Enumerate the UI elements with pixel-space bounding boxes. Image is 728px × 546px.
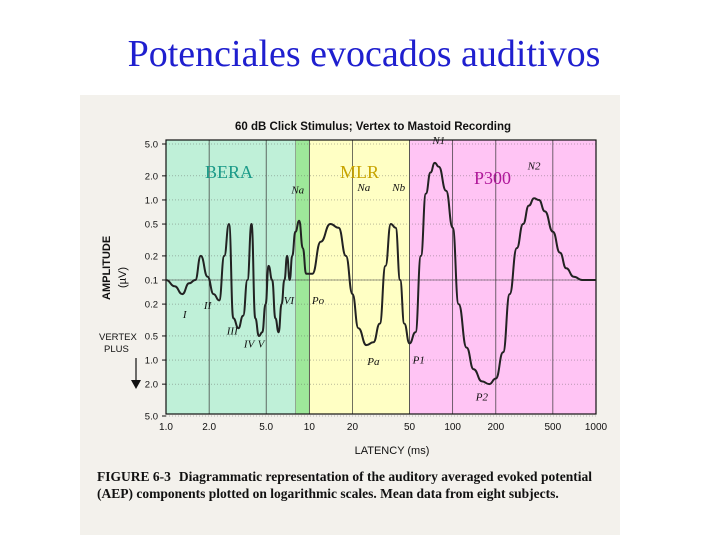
x-tick-label: 50 xyxy=(404,422,416,433)
polarity-arrow-head xyxy=(131,380,141,389)
y-axis-label: AMPLITUDE xyxy=(101,236,113,300)
peak-label: I xyxy=(182,309,188,321)
peak-label: Pa xyxy=(366,356,380,368)
trace-layer xyxy=(165,161,596,386)
peak-label: P1 xyxy=(412,354,425,366)
x-axis-label: LATENCY (ms) xyxy=(355,445,430,457)
figure-label: FIGURE 6-3 xyxy=(97,469,171,484)
peak-label: VI xyxy=(284,295,296,307)
region-label-p300: P300 xyxy=(474,168,511,188)
y-tick-label: 0.2 xyxy=(145,300,158,311)
y-axis-unit: (µV) xyxy=(117,267,129,288)
x-tick-label: 100 xyxy=(444,422,461,433)
y-tick-label: 5.0 xyxy=(145,140,158,151)
region-overlap xyxy=(295,139,310,415)
peak-label: N1 xyxy=(431,135,445,147)
slide-title: Potenciales evocados auditivos xyxy=(127,33,601,75)
peak-label: Na xyxy=(290,185,304,197)
x-tick-label: 1.0 xyxy=(159,422,173,433)
x-tick-label: 1000 xyxy=(585,422,608,433)
polarity-label-plus: PLUS xyxy=(104,344,129,355)
region-label-mlr: MLR xyxy=(340,162,379,182)
y-tick-label: 1.0 xyxy=(145,356,158,367)
peak-label: Nb xyxy=(391,182,405,194)
x-tick-label: 20 xyxy=(347,422,359,433)
aep-trace xyxy=(165,161,596,386)
y-tick-label: 0.1 xyxy=(145,276,158,287)
peak-label: P2 xyxy=(475,391,489,403)
y-tick-label: 1.0 xyxy=(145,195,158,206)
axes-layer: 1.0 2.0 5.0 10 20 50 100 200 500 1000 5.0 2.0 1.0 0.5… xyxy=(99,121,608,457)
figure-caption-text: Diagrammatic representation of the audit… xyxy=(97,469,592,501)
y-tick-label: 0.5 xyxy=(145,220,158,231)
regions-layer xyxy=(165,139,597,415)
x-tick-label: 200 xyxy=(487,422,504,433)
y-tick-label: 2.0 xyxy=(145,171,158,182)
x-tick-label: 5.0 xyxy=(259,422,273,433)
chart-title: 60 dB Click Stimulus; Vertex to Mastoid … xyxy=(235,121,511,133)
y-tick-label: 0.2 xyxy=(145,251,158,262)
figure-caption: FIGURE 6-3 Diagrammatic representation of… xyxy=(97,468,607,502)
plot-frame xyxy=(165,139,597,415)
y-tick-label: 5.0 xyxy=(145,412,158,423)
y-tick-label: 2.0 xyxy=(145,380,158,391)
polarity-label-vertex: VERTEX xyxy=(99,332,138,343)
peak-label: N2 xyxy=(527,161,541,173)
peak-label: III xyxy=(226,326,239,338)
peak-label: V xyxy=(258,339,266,351)
region-p300 xyxy=(409,139,597,415)
y-tick-label: 0.5 xyxy=(145,331,158,342)
region-label-bera: BERA xyxy=(205,162,253,182)
x-tick-label: 10 xyxy=(304,422,316,433)
peak-label: II xyxy=(203,300,213,312)
x-tick-label: 2.0 xyxy=(202,422,216,433)
peak-label: IV xyxy=(243,339,256,351)
peak-label: Na xyxy=(356,182,370,194)
peak-label: Po xyxy=(311,295,325,307)
x-tick-label: 500 xyxy=(545,422,562,433)
